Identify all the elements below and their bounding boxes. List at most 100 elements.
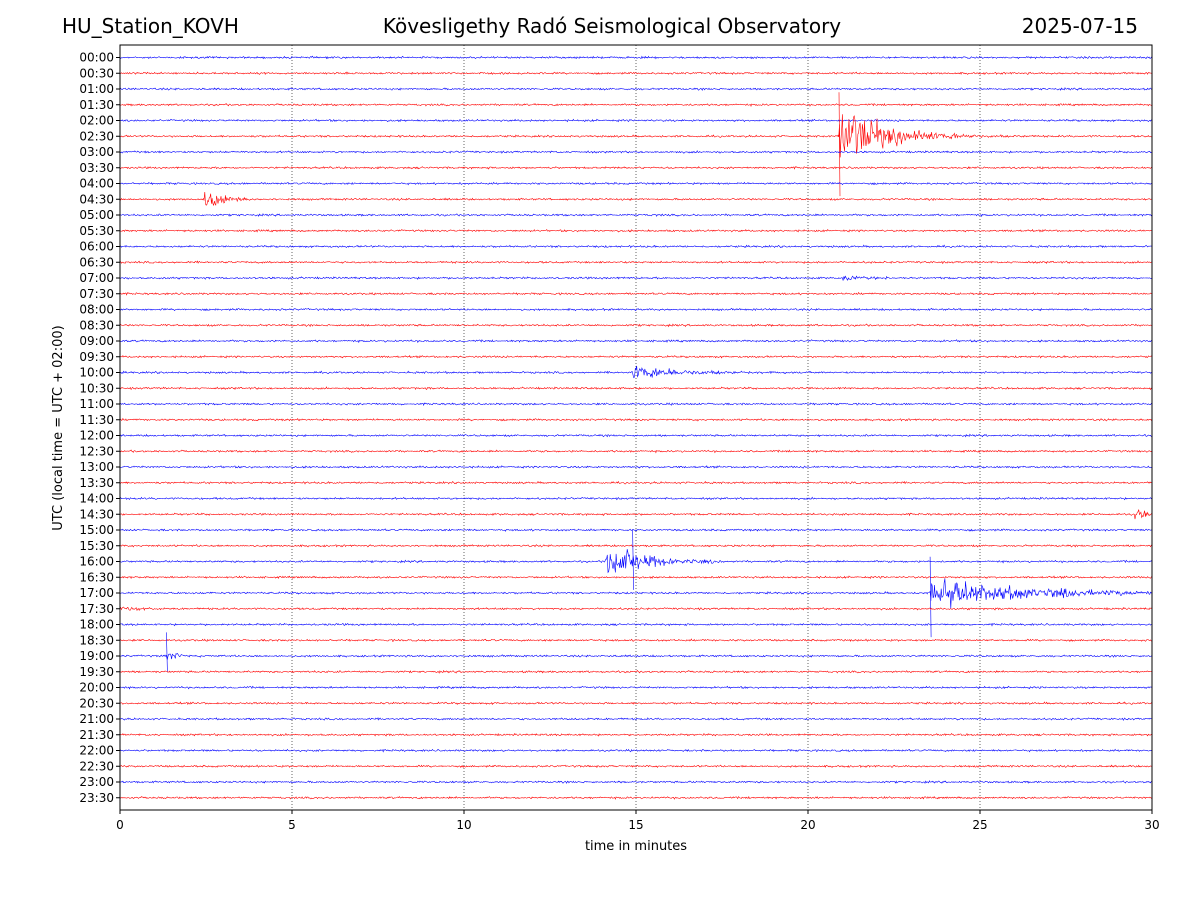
- trace-1730: [119, 606, 1153, 612]
- y-tick-label: 06:00: [79, 240, 114, 254]
- y-tick-label: 12:30: [79, 444, 114, 458]
- trace-0300: [119, 150, 1152, 154]
- trace-0600: [119, 244, 1153, 249]
- y-tick-label: 04:00: [79, 177, 114, 191]
- trace-1200: [119, 433, 1153, 438]
- trace-2230: [119, 764, 1152, 769]
- trace-0030: [119, 71, 1153, 76]
- trace-1400: [119, 496, 1153, 501]
- y-tick-label: 01:30: [79, 98, 114, 112]
- y-tick-label: 09:00: [79, 334, 114, 348]
- y-tick-label: 00:30: [79, 66, 114, 80]
- y-tick-label: 05:30: [79, 224, 114, 238]
- y-tick-label: 10:00: [79, 366, 114, 380]
- x-axis-label: time in minutes: [585, 839, 687, 854]
- trace-1100: [119, 402, 1153, 407]
- trace-1500: [119, 528, 1153, 532]
- trace-0400: [119, 181, 1153, 186]
- trace-1130: [119, 417, 1153, 422]
- y-tick-label: 02:00: [79, 114, 114, 128]
- trace-2200: [119, 748, 1153, 753]
- y-tick-label: 02:30: [79, 129, 114, 143]
- y-tick-label: 11:00: [79, 397, 114, 411]
- y-tick-label: 08:30: [79, 318, 114, 332]
- trace-0530: [119, 228, 1152, 233]
- trace-0430: [119, 191, 1153, 207]
- trace-1600: [119, 529, 1153, 590]
- trace-0200: [119, 118, 1153, 123]
- trace-0930: [119, 354, 1153, 359]
- x-tick-label-25: 25: [972, 818, 987, 832]
- x-axis-ticks: 0 5 10 15 20 25 30: [116, 810, 1160, 832]
- trace-2030: [119, 701, 1153, 706]
- y-tick-label: 20:00: [79, 681, 114, 695]
- y-tick-label: 19:30: [79, 665, 114, 679]
- trace-1300: [119, 465, 1153, 469]
- trace-2300: [119, 780, 1152, 784]
- chart-title: Kövesligethy Radó Seismological Observat…: [382, 14, 842, 38]
- trace-0230: [119, 92, 1153, 197]
- y-tick-label: 16:30: [79, 570, 114, 584]
- trace-0000: [119, 55, 1153, 60]
- trace-1800: [119, 622, 1153, 627]
- trace-1830: [119, 638, 1153, 643]
- y-tick-label: 23:00: [79, 775, 114, 789]
- y-tick-label: 13:30: [79, 476, 114, 490]
- y-tick-label: 15:30: [79, 539, 114, 553]
- x-tick-label-30: 30: [1144, 818, 1159, 832]
- trace-2100: [119, 717, 1152, 721]
- y-tick-label: 00:00: [79, 51, 114, 65]
- trace-1430: [119, 509, 1153, 520]
- y-tick-label: 03:30: [79, 161, 114, 175]
- y-tick-label: 21:00: [79, 712, 114, 726]
- y-tick-label: 09:30: [79, 350, 114, 364]
- y-tick-label: 18:30: [79, 633, 114, 647]
- y-tick-label: 23:30: [79, 791, 114, 805]
- trace-1530: [120, 544, 1153, 548]
- y-tick-label: 14:00: [79, 492, 114, 506]
- y-tick-label: 07:30: [79, 287, 114, 301]
- station-name: HU_Station_KOVH: [62, 14, 239, 38]
- y-tick-label: 18:00: [79, 618, 114, 632]
- y-tick-label: 07:00: [79, 271, 114, 285]
- y-tick-label: 01:00: [79, 82, 114, 96]
- y-tick-label: 19:00: [79, 649, 114, 663]
- trace-1330: [119, 480, 1153, 485]
- y-tick-label: 04:30: [79, 192, 114, 206]
- trace-1030: [119, 386, 1153, 391]
- x-tick-label-5: 5: [288, 818, 296, 832]
- trace-0800: [119, 307, 1153, 312]
- trace-1000: [119, 365, 1153, 379]
- trace-0330: [119, 166, 1152, 170]
- y-tick-label: 08:00: [79, 303, 114, 317]
- trace-2330: [119, 795, 1153, 800]
- trace-0730: [119, 291, 1153, 296]
- chart-date: 2025-07-15: [1021, 14, 1138, 38]
- x-tick-label-0: 0: [116, 818, 124, 832]
- y-tick-label: 22:30: [79, 759, 114, 773]
- trace-1930: [119, 669, 1153, 674]
- trace-1900: [119, 632, 1153, 672]
- x-tick-label-15: 15: [628, 818, 643, 832]
- y-tick-label: 20:30: [79, 696, 114, 710]
- y-tick-label: 12:00: [79, 429, 114, 443]
- seismic-traces: [119, 55, 1153, 800]
- trace-2000: [119, 685, 1153, 690]
- y-tick-label: 15:00: [79, 523, 114, 537]
- trace-0700: [119, 275, 1153, 281]
- y-tick-label: 13:00: [79, 460, 114, 474]
- y-tick-label: 05:00: [79, 208, 114, 222]
- trace-0130: [119, 102, 1153, 107]
- trace-1630: [119, 575, 1153, 580]
- grid-lines: [291, 45, 981, 810]
- y-tick-label: 17:30: [79, 602, 114, 616]
- y-tick-label: 17:00: [79, 586, 114, 600]
- y-tick-label: 22:00: [79, 744, 114, 758]
- trace-1230: [119, 449, 1153, 454]
- trace-0830: [119, 323, 1153, 328]
- y-tick-label: 10:30: [79, 381, 114, 395]
- trace-0900: [119, 339, 1153, 344]
- y-axis-label: UTC (local time = UTC + 02:00): [51, 325, 66, 530]
